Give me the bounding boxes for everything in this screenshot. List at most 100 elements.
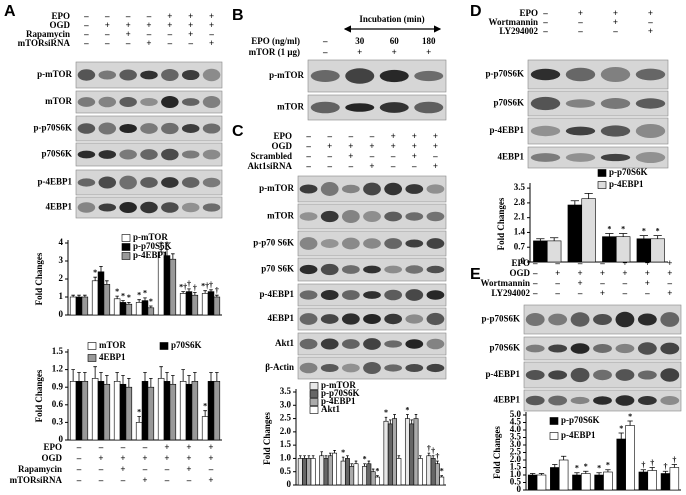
blot-band <box>426 290 445 300</box>
condition-sign: – <box>577 258 583 268</box>
bar <box>185 383 193 441</box>
blot-band <box>181 98 200 106</box>
blot-band <box>299 264 318 275</box>
blot-label: 4EBP1 <box>497 152 524 162</box>
error-bar <box>350 463 353 467</box>
y-tick-label: 3.5 <box>514 182 526 192</box>
condition-sign: – <box>305 161 311 171</box>
bar <box>567 204 583 263</box>
condition-sign: + <box>391 141 396 151</box>
blot-band <box>405 239 424 248</box>
condition-sign: – <box>125 38 131 48</box>
blot <box>75 61 223 89</box>
y-tick-label: 0 <box>59 309 64 319</box>
legend-label: p-mTOR <box>321 380 356 390</box>
blot-band <box>341 184 360 194</box>
error-bar <box>605 469 611 472</box>
error-bar <box>384 416 388 422</box>
significance-mark: * <box>656 226 660 235</box>
condition-sign: + <box>167 20 172 30</box>
condition-sign: + <box>392 47 397 57</box>
condition-label: OGD <box>509 268 530 278</box>
y-tick-label: 1.5 <box>510 462 522 472</box>
significance-mark: * <box>642 226 646 235</box>
legend-swatch <box>549 417 559 425</box>
error-bar <box>127 302 131 305</box>
panel-letter: B <box>232 7 244 24</box>
bar <box>603 471 613 491</box>
legend-label: mTOR <box>99 340 126 350</box>
blot <box>75 90 223 114</box>
condition-label: EPO <box>273 131 292 141</box>
condition-sign: – <box>577 17 583 27</box>
blot-band <box>570 312 590 327</box>
blot-band <box>161 177 179 188</box>
y-tick-label: 0 <box>521 256 526 266</box>
y-tick-label: 3.0 <box>510 439 522 449</box>
blot-band <box>414 101 444 114</box>
legend-swatch <box>159 342 169 350</box>
blot-band <box>384 289 403 301</box>
condition-sign: + <box>391 131 396 141</box>
error-bar <box>137 299 141 303</box>
condition-sign: + <box>622 258 627 268</box>
condition-sign: + <box>667 258 672 268</box>
blot-band <box>615 395 635 406</box>
bar <box>103 284 111 316</box>
bar <box>404 418 410 486</box>
bar <box>113 381 121 441</box>
error-bar <box>653 235 662 239</box>
condition-sign: – <box>532 288 538 298</box>
legend-swatch <box>309 398 319 406</box>
panel-letter: E <box>470 266 481 283</box>
bar <box>638 471 649 491</box>
bar <box>119 383 127 441</box>
error-bar <box>605 233 614 237</box>
blot-label: mTOR <box>277 102 304 112</box>
blot-band <box>181 150 200 159</box>
error-bar <box>570 200 579 205</box>
error-bar <box>619 233 628 237</box>
condition-sign: – <box>125 11 131 21</box>
blot-band <box>384 364 403 372</box>
error-bar <box>333 450 336 454</box>
bar <box>625 425 635 491</box>
significance-mark: * <box>137 407 141 416</box>
condition-label: EPO <box>51 11 70 21</box>
y-tick-label: 5.0 <box>510 409 522 419</box>
blot <box>307 94 447 121</box>
bar <box>616 438 626 491</box>
error-bar <box>574 472 580 475</box>
condition-sign: – <box>622 288 628 298</box>
legend-swatch <box>309 382 319 390</box>
y-tick-label: 3.0 <box>280 399 292 409</box>
error-bar <box>171 375 175 385</box>
bar <box>103 383 111 441</box>
blot-label: 4EBP1 <box>493 395 520 405</box>
condition-sign: + <box>412 141 417 151</box>
condition-sign: – <box>411 161 417 171</box>
blot-band <box>593 344 612 353</box>
blot-band <box>119 69 137 81</box>
condition-sign: 60 <box>390 36 400 46</box>
bar <box>383 420 389 486</box>
bar <box>581 473 591 491</box>
bar <box>201 293 209 316</box>
condition-sign: + <box>613 8 618 18</box>
legend-swatch <box>549 432 559 440</box>
condition-sign: – <box>667 278 673 288</box>
condition-sign: + <box>186 453 191 463</box>
condition-label: OGD <box>49 20 70 30</box>
bar <box>362 466 368 486</box>
bar <box>650 238 665 263</box>
bar <box>75 381 83 441</box>
bar <box>207 381 215 441</box>
blot-band <box>299 212 318 221</box>
condition-sign: – <box>599 258 605 268</box>
significance-mark: * <box>405 405 409 414</box>
condition-sign: – <box>554 258 560 268</box>
blot-band <box>593 369 612 381</box>
error-bar <box>307 455 311 459</box>
condition-sign: + <box>126 29 131 39</box>
blot-band <box>77 69 96 81</box>
